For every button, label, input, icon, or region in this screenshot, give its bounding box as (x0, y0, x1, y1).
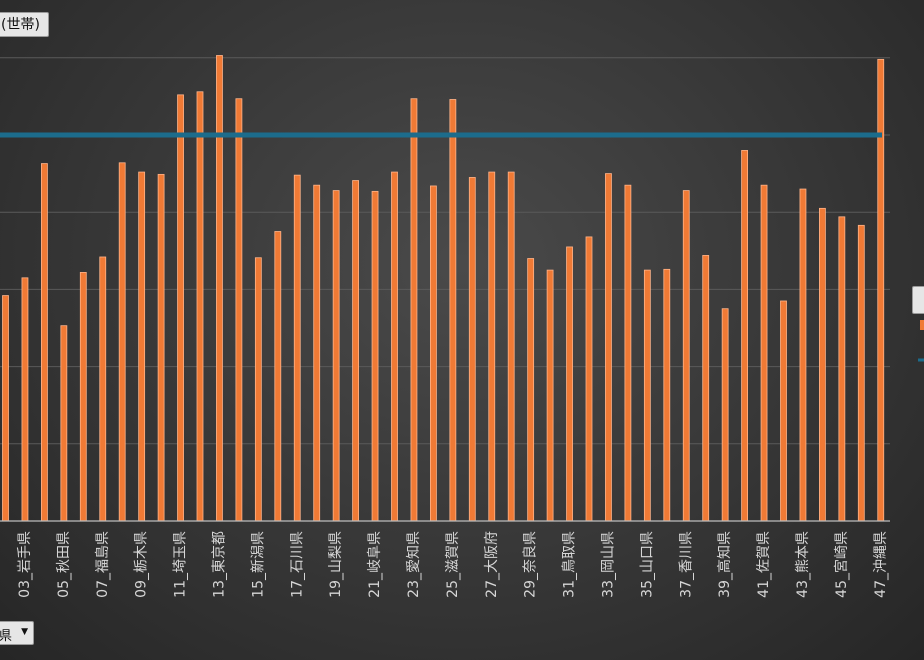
x-tick-label: 23_愛知県 (405, 531, 422, 598)
bar[interactable] (877, 58, 885, 522)
y-axis-unit-label[interactable]: (世帯) (0, 12, 49, 37)
bar[interactable] (605, 173, 612, 522)
bar[interactable] (838, 216, 846, 522)
legend-bar-swatch (920, 320, 924, 330)
filter-dropdown-label: 県 (0, 629, 13, 644)
bar[interactable] (566, 246, 573, 522)
bar[interactable] (391, 171, 398, 522)
bar[interactable] (741, 150, 748, 522)
bar[interactable] (99, 256, 107, 522)
x-tick-label: 03_岩手県 (17, 531, 33, 598)
bar[interactable] (721, 308, 729, 522)
bars (2, 55, 885, 522)
bar[interactable] (60, 325, 68, 522)
legend-field-button[interactable] (912, 286, 924, 314)
x-tick-label: 31_鳥取県 (562, 531, 578, 598)
x-tick-label: 05_秋田県 (56, 531, 72, 598)
x-tick-label: 09_栃木県 (134, 531, 150, 598)
bar[interactable] (780, 300, 787, 522)
bar[interactable] (682, 190, 690, 522)
bar[interactable] (507, 171, 515, 522)
x-tick-label: 39_高知県 (716, 531, 733, 598)
x-tick-label: 43_熊本県 (795, 531, 811, 598)
bar[interactable] (468, 177, 476, 522)
bar[interactable] (235, 98, 243, 522)
bar[interactable] (157, 173, 165, 522)
bar[interactable] (216, 55, 223, 522)
legend (918, 320, 924, 362)
bar[interactable] (857, 224, 865, 522)
bar[interactable] (118, 162, 126, 522)
x-tick-label: 27_大阪府 (484, 531, 500, 598)
bar[interactable] (527, 258, 535, 522)
x-tick-label: 35_山口県 (639, 531, 655, 598)
bar[interactable] (663, 268, 671, 522)
bar[interactable] (624, 184, 632, 522)
bar[interactable] (177, 94, 184, 522)
x-tick-label: 19_山梨県 (328, 531, 344, 598)
bar[interactable] (488, 171, 496, 522)
bar[interactable] (2, 295, 9, 522)
x-tick-label: 11_埼玉県 (173, 531, 189, 598)
bar[interactable] (546, 269, 554, 522)
bar[interactable] (429, 185, 437, 522)
bar[interactable] (274, 231, 282, 522)
bar[interactable] (196, 91, 204, 522)
x-tick-label: 33_岡山県 (600, 531, 616, 598)
x-tick-label: 47_沖縄県 (873, 531, 889, 598)
bar[interactable] (293, 174, 301, 522)
bar[interactable] (585, 236, 593, 522)
x-tick-label: 07_福島県 (95, 531, 111, 598)
bar[interactable] (352, 180, 360, 522)
x-tick-label: 21_岐阜県 (366, 531, 383, 598)
chevron-down-icon: ▼ (21, 627, 28, 637)
bar[interactable] (760, 184, 768, 522)
x-tick-label: 41_佐賀県 (756, 531, 772, 598)
bar[interactable] (799, 188, 807, 522)
bar[interactable] (332, 190, 340, 522)
gridlines (0, 57, 890, 445)
bar[interactable] (41, 163, 48, 522)
bar[interactable] (21, 277, 29, 522)
bar[interactable] (254, 257, 262, 522)
bar[interactable] (313, 184, 321, 522)
bar[interactable] (449, 99, 457, 522)
x-tick-label: 25_滋賀県 (445, 531, 461, 598)
bar[interactable] (138, 171, 146, 522)
x-tick-label: 45_宮崎県 (834, 531, 850, 598)
bar[interactable] (643, 269, 651, 522)
x-tick-label: 13_東京都 (211, 531, 227, 598)
bar[interactable] (702, 255, 710, 522)
x-tick-labels: 03_岩手県 05_秋田県 07_福島県 09_栃木県 11_埼玉県 13_東京都 15_新… (17, 531, 889, 598)
bar[interactable] (410, 98, 418, 522)
filter-dropdown-button[interactable]: 県 ▼ (0, 621, 34, 645)
bar[interactable] (371, 190, 379, 522)
x-tick-label: 29_奈良県 (523, 531, 539, 598)
x-tick-label: 37_香川県 (678, 531, 694, 598)
bar[interactable] (79, 272, 87, 522)
bar[interactable] (819, 207, 826, 522)
x-tick-label: 15_新潟県 (250, 531, 266, 598)
x-tick-label: 17_石川県 (289, 531, 305, 598)
